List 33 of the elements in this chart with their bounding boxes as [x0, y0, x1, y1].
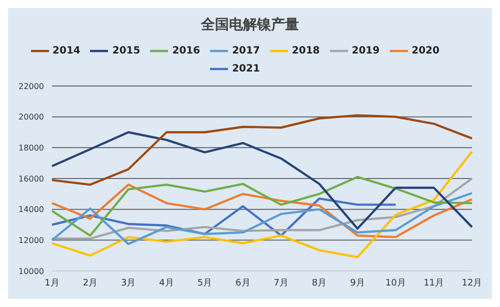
legend-label: 2018: [292, 46, 320, 57]
y-tick-label: 10000: [18, 266, 44, 276]
y-tick-label: 20000: [18, 112, 44, 122]
x-tick-label: 9月: [350, 278, 365, 288]
x-tick-label: 12月: [462, 278, 482, 288]
y-tick-label: 12000: [18, 236, 44, 246]
y-tick-label: 16000: [18, 174, 44, 184]
x-tick-label: 1月: [44, 278, 60, 288]
x-tick-label: 8月: [312, 278, 327, 288]
line-series: [50, 197, 397, 237]
legend-label: 2016: [172, 46, 200, 57]
x-tick-label: 6月: [236, 278, 250, 288]
x-tick-label: 10月: [385, 278, 406, 288]
chart-title: 全国电解镍产量: [200, 16, 300, 35]
y-tick-label: 14000: [18, 205, 44, 214]
x-tick-label: 3月: [120, 278, 136, 288]
x-tick-label: 2月: [82, 278, 98, 288]
x-tick-label: 11月: [424, 278, 444, 288]
x-tick-label: 4月: [159, 278, 174, 288]
legend-label: 2020: [412, 46, 440, 57]
line-series: [50, 150, 474, 258]
legend-label: 2015: [112, 46, 140, 57]
y-tick-label: 22000: [18, 82, 44, 91]
legend-label: 2021: [232, 64, 260, 75]
line-series: [50, 192, 474, 246]
line-series: [50, 114, 474, 186]
y-tick-label: 18000: [18, 144, 44, 153]
x-tick-label: 5月: [197, 278, 212, 288]
x-tick-label: 7月: [274, 278, 288, 288]
legend-label: 2017: [232, 46, 260, 57]
legend-label: 2019: [352, 46, 380, 57]
line-series: [50, 131, 474, 230]
legend-label: 2014: [52, 46, 80, 57]
